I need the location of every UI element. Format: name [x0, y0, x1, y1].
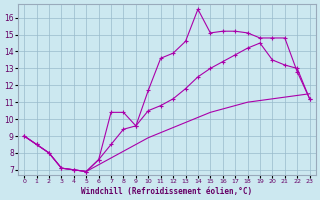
X-axis label: Windchill (Refroidissement éolien,°C): Windchill (Refroidissement éolien,°C) — [81, 187, 252, 196]
